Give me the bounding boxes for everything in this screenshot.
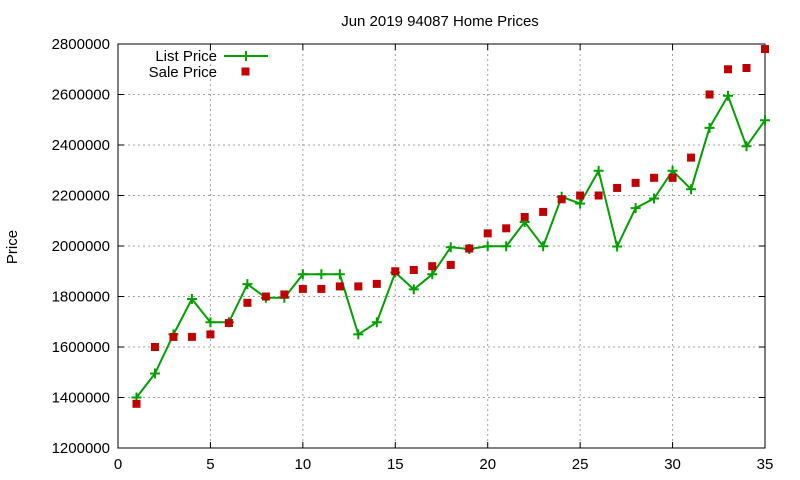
list-price-point bbox=[186, 294, 197, 305]
legend-label-sale-price: Sale Price bbox=[149, 64, 217, 81]
list-price-point bbox=[630, 203, 641, 214]
sale-price-point bbox=[446, 260, 455, 269]
series-list-price bbox=[131, 90, 770, 403]
sale-price-point bbox=[298, 284, 307, 293]
x-tick-label: 5 bbox=[206, 456, 214, 473]
sale-price-point bbox=[631, 178, 640, 187]
x-tick-label: 20 bbox=[479, 456, 496, 473]
y-tick-labels: 1200000 1400000 1600000 1800000 2000000 22000… bbox=[52, 36, 110, 457]
sale-price-point bbox=[169, 332, 178, 341]
list-price-point bbox=[704, 122, 715, 133]
y-tick-label: 1200000 bbox=[52, 440, 110, 457]
list-price-point bbox=[316, 269, 327, 280]
sale-price-point bbox=[576, 191, 585, 200]
legend-marker-sale-price bbox=[241, 67, 250, 76]
list-price-point bbox=[741, 141, 752, 152]
list-price-point bbox=[760, 115, 770, 126]
x-tick-label: 0 bbox=[114, 456, 122, 473]
list-price-point bbox=[445, 242, 456, 253]
x-tick-label: 35 bbox=[757, 456, 774, 473]
sale-price-point bbox=[354, 282, 363, 291]
sale-price-point bbox=[224, 319, 233, 328]
list-price-point bbox=[408, 284, 419, 295]
sale-price-point bbox=[132, 399, 141, 408]
sale-price-point bbox=[761, 45, 769, 54]
grid-lines bbox=[118, 44, 765, 448]
sale-price-point bbox=[483, 229, 492, 238]
sale-price-point bbox=[261, 292, 270, 301]
list-price-point bbox=[353, 329, 364, 340]
sale-price-point bbox=[317, 284, 326, 293]
list-price-point bbox=[538, 241, 549, 252]
y-axis-label: Price bbox=[4, 230, 21, 264]
sale-price-point bbox=[243, 298, 252, 307]
sale-price-point bbox=[280, 290, 289, 299]
list-price-point bbox=[612, 241, 623, 252]
y-tick-label: 1600000 bbox=[52, 339, 110, 356]
sale-price-point bbox=[705, 90, 714, 99]
y-tick-label: 1400000 bbox=[52, 390, 110, 407]
list-price-point bbox=[593, 165, 604, 176]
sale-price-point bbox=[742, 63, 751, 72]
sale-price-point bbox=[668, 173, 677, 182]
sale-price-point bbox=[465, 244, 474, 253]
y-tick-label: 2800000 bbox=[52, 36, 110, 53]
y-tick-label: 2200000 bbox=[52, 188, 110, 205]
x-tick-label: 10 bbox=[295, 456, 312, 473]
list-price-point bbox=[334, 269, 345, 280]
sale-price-point bbox=[428, 262, 437, 271]
list-price-point bbox=[242, 279, 253, 290]
sale-price-point bbox=[594, 191, 603, 200]
legend-label-list-price: List Price bbox=[155, 48, 217, 65]
sale-price-point bbox=[206, 330, 215, 339]
list-price-point bbox=[427, 269, 438, 280]
sale-price-point bbox=[335, 282, 344, 291]
list-price-point bbox=[686, 184, 697, 195]
sale-price-point bbox=[557, 195, 566, 204]
list-price-point bbox=[371, 317, 382, 328]
list-price-point bbox=[482, 241, 493, 252]
sale-price-point bbox=[372, 279, 381, 288]
list-price-point bbox=[297, 269, 308, 280]
list-price-point bbox=[149, 368, 160, 379]
list-price-point bbox=[575, 198, 586, 209]
legend: List Price Sale Price bbox=[149, 48, 268, 81]
y-tick-label: 2400000 bbox=[52, 137, 110, 154]
sale-price-point bbox=[613, 183, 622, 192]
sale-price-point bbox=[391, 267, 400, 276]
x-tick-label: 15 bbox=[387, 456, 404, 473]
series-sale-price bbox=[132, 45, 769, 408]
list-price-point bbox=[723, 90, 734, 101]
sale-price-point bbox=[539, 207, 548, 216]
y-tick-label: 1800000 bbox=[52, 289, 110, 306]
sale-price-point bbox=[724, 65, 733, 74]
sale-price-point bbox=[409, 265, 418, 274]
x-tick-label: 30 bbox=[664, 456, 681, 473]
list-price-point bbox=[649, 193, 660, 204]
axis-ticks bbox=[117, 43, 766, 449]
y-tick-label: 2600000 bbox=[52, 87, 110, 104]
plot-frame bbox=[117, 43, 766, 449]
y-tick-label: 2000000 bbox=[52, 238, 110, 255]
sale-price-point bbox=[520, 212, 529, 221]
sale-price-point bbox=[187, 332, 196, 341]
chart-title: Jun 2019 94087 Home Prices bbox=[341, 13, 539, 30]
x-tick-label: 25 bbox=[572, 456, 589, 473]
x-tick-labels: 0 5 10 15 20 25 30 35 bbox=[114, 456, 774, 473]
sale-price-point bbox=[150, 343, 159, 351]
list-price-point bbox=[205, 317, 216, 328]
list-price-point bbox=[501, 241, 512, 252]
sale-price-point bbox=[650, 173, 659, 182]
legend-marker-list-price bbox=[241, 51, 251, 61]
sale-price-point bbox=[687, 153, 696, 162]
sale-price-point bbox=[502, 224, 511, 233]
